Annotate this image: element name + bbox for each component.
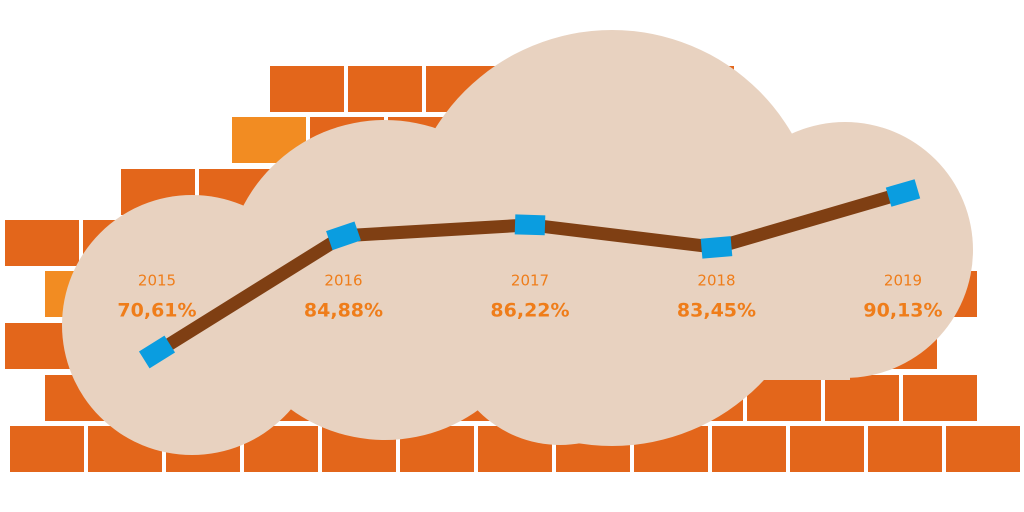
marker xyxy=(326,221,361,251)
value-label: 83,45% xyxy=(677,300,756,322)
category-label: 2015 xyxy=(138,272,176,290)
category-label: 2016 xyxy=(324,272,362,290)
value-label: 86,22% xyxy=(490,300,569,322)
brick xyxy=(868,426,942,472)
brick xyxy=(825,375,899,421)
category-label: 2017 xyxy=(511,272,549,290)
marker xyxy=(700,236,733,259)
value-label: 84,88% xyxy=(304,300,383,322)
brick xyxy=(348,66,422,112)
plot: 2015 70,61% 2016 84,88% 2017 86,22% 2018 83,45%… xyxy=(117,179,943,369)
brick xyxy=(712,426,786,472)
value-label: 90,13% xyxy=(863,300,942,322)
category-label: 2019 xyxy=(884,272,922,290)
cloud-part xyxy=(190,250,850,380)
brick xyxy=(5,220,79,266)
brick xyxy=(10,426,84,472)
brick xyxy=(946,426,1020,472)
brick xyxy=(903,375,977,421)
marker xyxy=(514,214,546,236)
brick xyxy=(270,66,344,112)
category-label: 2018 xyxy=(697,272,735,290)
marker xyxy=(138,335,176,369)
value-label: 70,61% xyxy=(117,300,196,322)
brick xyxy=(790,426,864,472)
marker xyxy=(885,179,921,207)
